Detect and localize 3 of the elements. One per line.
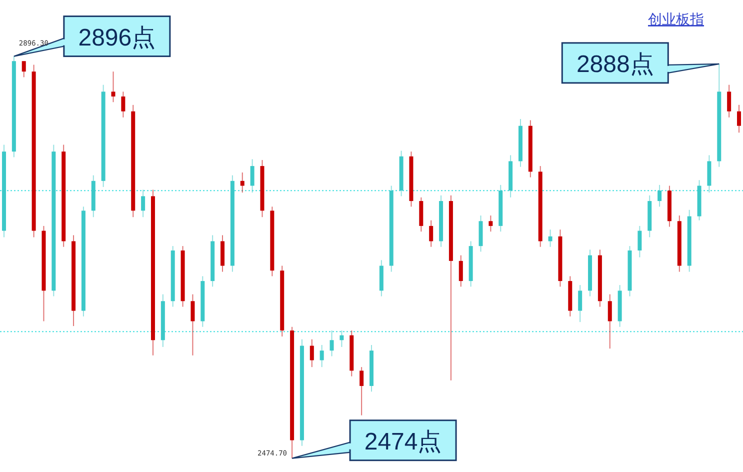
annotation: 2474点 xyxy=(364,428,442,456)
annotation: 2888点 xyxy=(576,50,654,78)
chart-title: 创业板指 xyxy=(648,12,704,28)
